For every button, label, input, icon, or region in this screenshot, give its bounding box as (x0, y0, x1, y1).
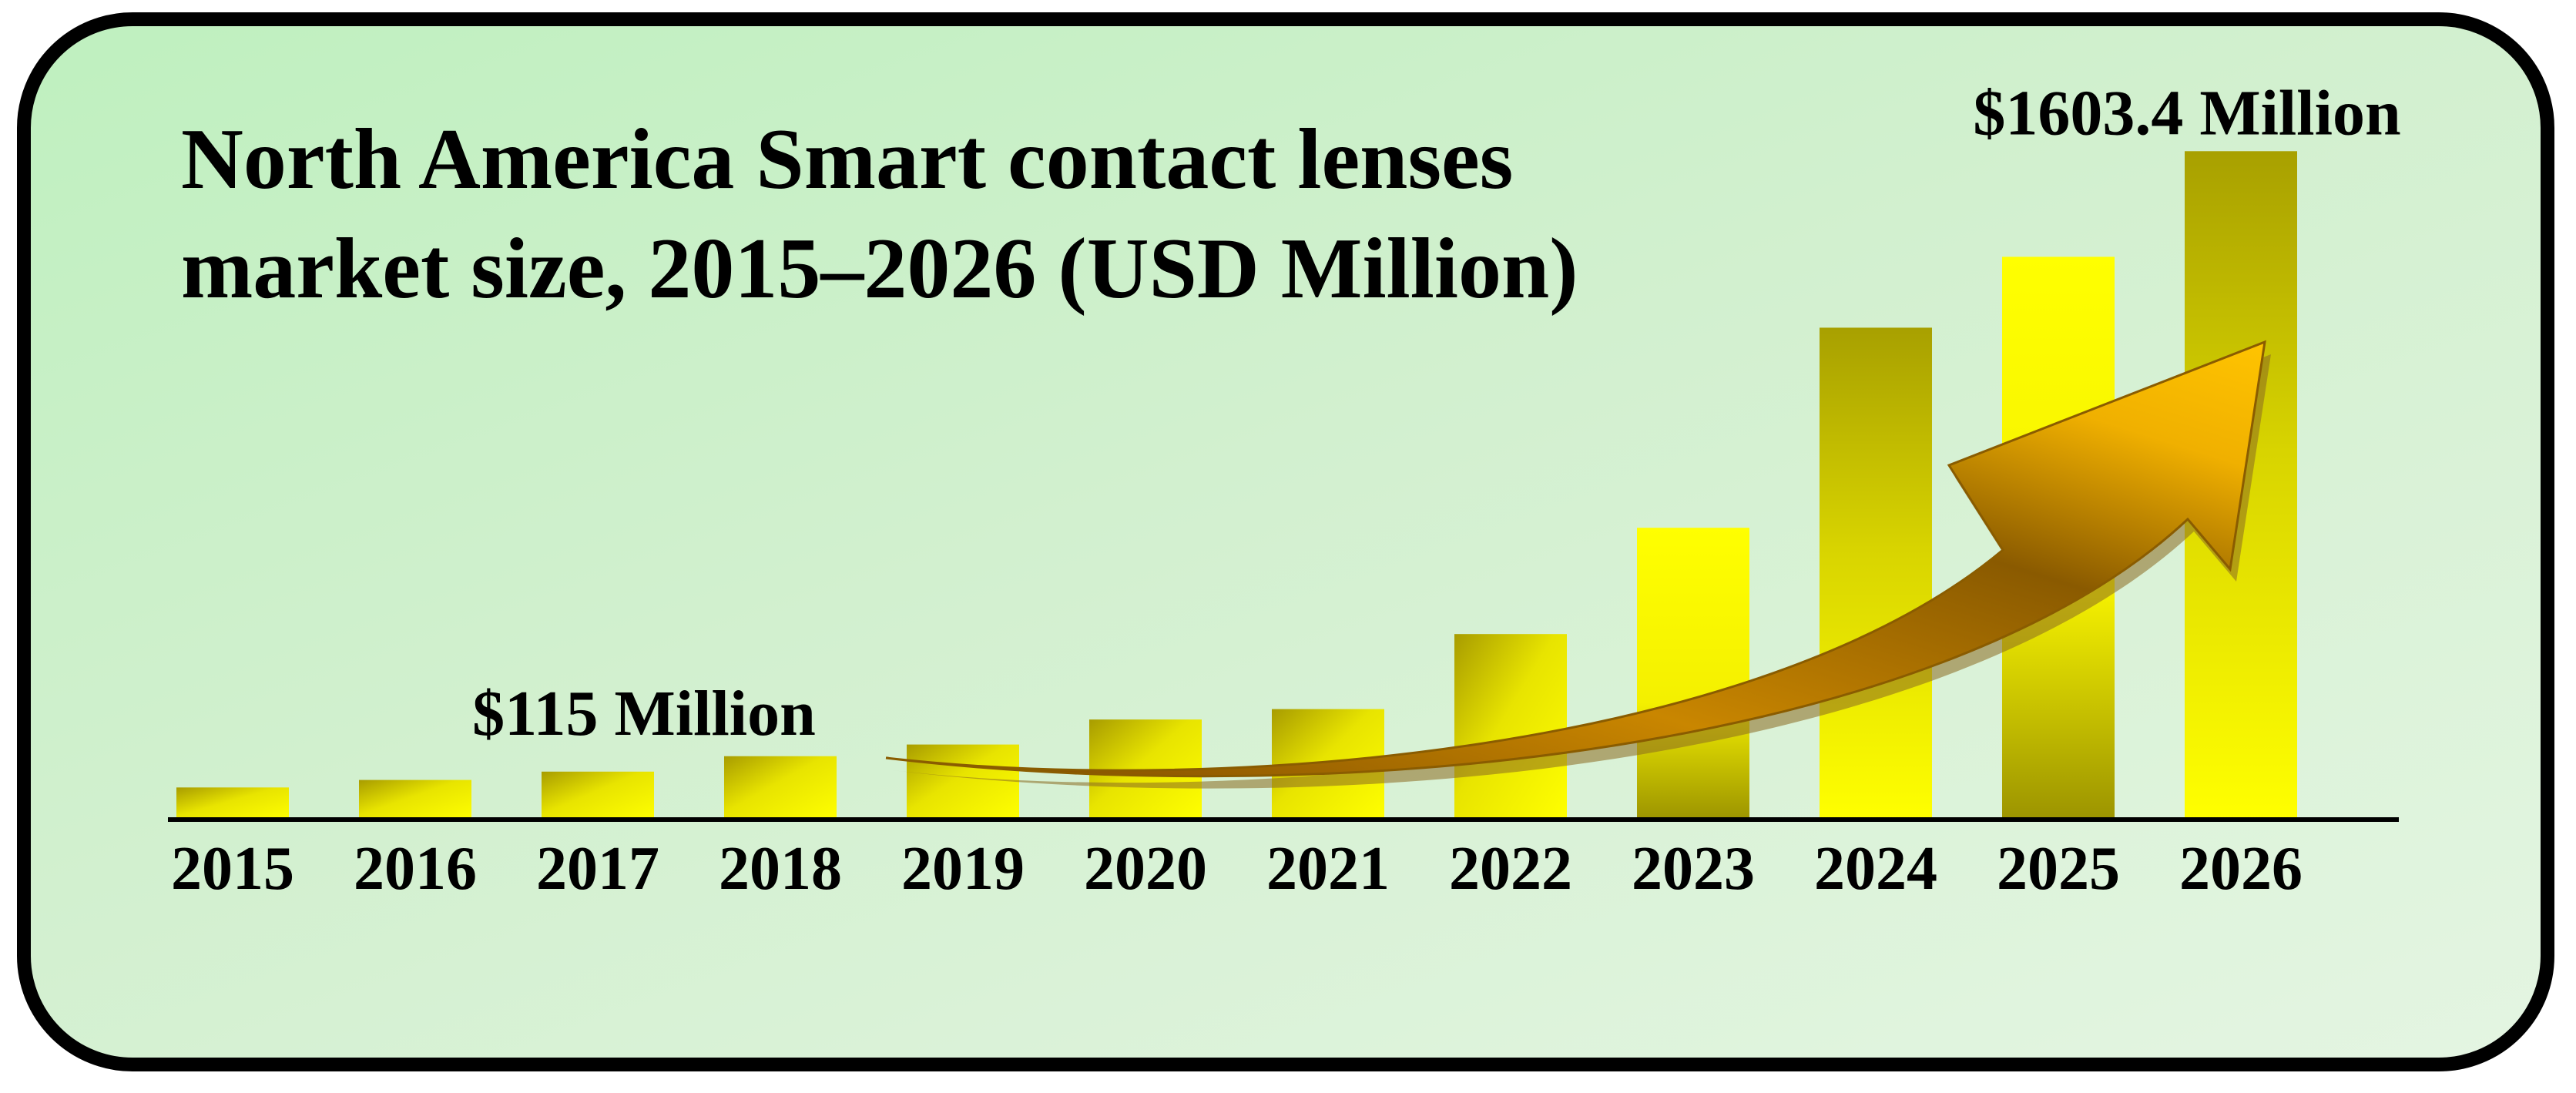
x-tick-label: 2024 (1814, 835, 1937, 903)
bar-2019 (907, 744, 1019, 820)
chart-title-line-2: market size, 2015–2026 (USD Million) (181, 221, 1578, 317)
value-annotation: $115 Million (472, 678, 816, 749)
bar-2016 (359, 780, 471, 820)
x-tick-label: 2020 (1084, 835, 1207, 903)
chart-panel: North America Smart contact lenses marke… (17, 12, 2554, 1071)
growth-arrow-shadow (892, 354, 2271, 789)
chart-title: North America Smart contact lenses marke… (181, 112, 1578, 317)
bar-2022 (1454, 634, 1567, 820)
growth-arrow-icon (885, 340, 2266, 778)
x-tick-label: 2022 (1449, 835, 1572, 903)
bar-2015 (176, 787, 289, 820)
chart-title-line-1: North America Smart contact lenses (181, 112, 1513, 207)
bar-2024 (1820, 327, 1932, 820)
growth-arrow (885, 340, 2271, 789)
bar-chart: North America Smart contact lenses marke… (168, 77, 2401, 903)
x-tick-label: 2017 (536, 835, 659, 903)
value-annotations: $115 Million $1603.4 Million (472, 77, 2401, 749)
x-tick-label: 2021 (1266, 835, 1390, 903)
bar-2023 (1637, 528, 1749, 820)
x-tick-label: 2026 (2179, 835, 2303, 903)
value-annotation: $1603.4 Million (1973, 77, 2400, 149)
x-tick-label: 2018 (719, 835, 842, 903)
bar-2017 (542, 771, 654, 820)
x-tick-label: 2023 (1632, 835, 1755, 903)
bar-2018 (724, 756, 837, 820)
x-tick-label: 2015 (171, 835, 294, 903)
x-tick-labels: 2015 2016 2017 2018 2019 2020 2021 2022 2023 2024… (171, 835, 2303, 903)
x-tick-label: 2025 (1997, 835, 2120, 903)
x-tick-label: 2019 (901, 835, 1025, 903)
x-tick-label: 2016 (354, 835, 477, 903)
